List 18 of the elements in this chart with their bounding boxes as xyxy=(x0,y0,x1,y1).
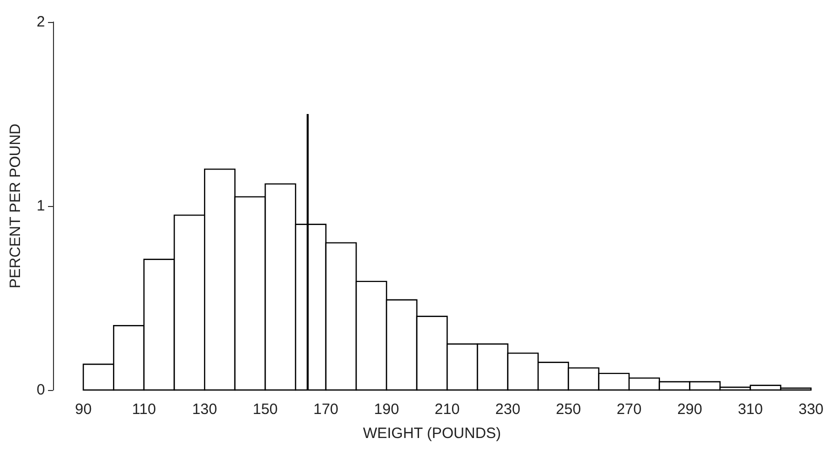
x-tick-label: 170 xyxy=(313,401,338,418)
y-axis-title: PERCENT PER POUND xyxy=(7,123,24,288)
x-tick-label: 230 xyxy=(495,401,520,418)
y-tick-label: 2 xyxy=(36,14,45,30)
x-tick-label: 250 xyxy=(556,401,581,418)
x-tick-label: 210 xyxy=(434,401,460,418)
x-tick-label: 110 xyxy=(132,401,156,418)
x-tick-label: 90 xyxy=(74,401,92,418)
x-axis-title: WEIGHT (POUNDS) xyxy=(362,425,502,442)
y-tick-label: 0 xyxy=(36,382,45,398)
x-tick-label: 310 xyxy=(738,401,763,418)
x-tick-label: 130 xyxy=(192,401,218,418)
x-tick-label: 270 xyxy=(616,401,642,418)
x-tick-label: 290 xyxy=(677,401,702,418)
x-tick-label: 190 xyxy=(374,401,400,418)
x-tick-label: 330 xyxy=(798,401,824,418)
y-tick-label: 1 xyxy=(36,198,45,214)
x-tick-label: 150 xyxy=(252,401,278,418)
